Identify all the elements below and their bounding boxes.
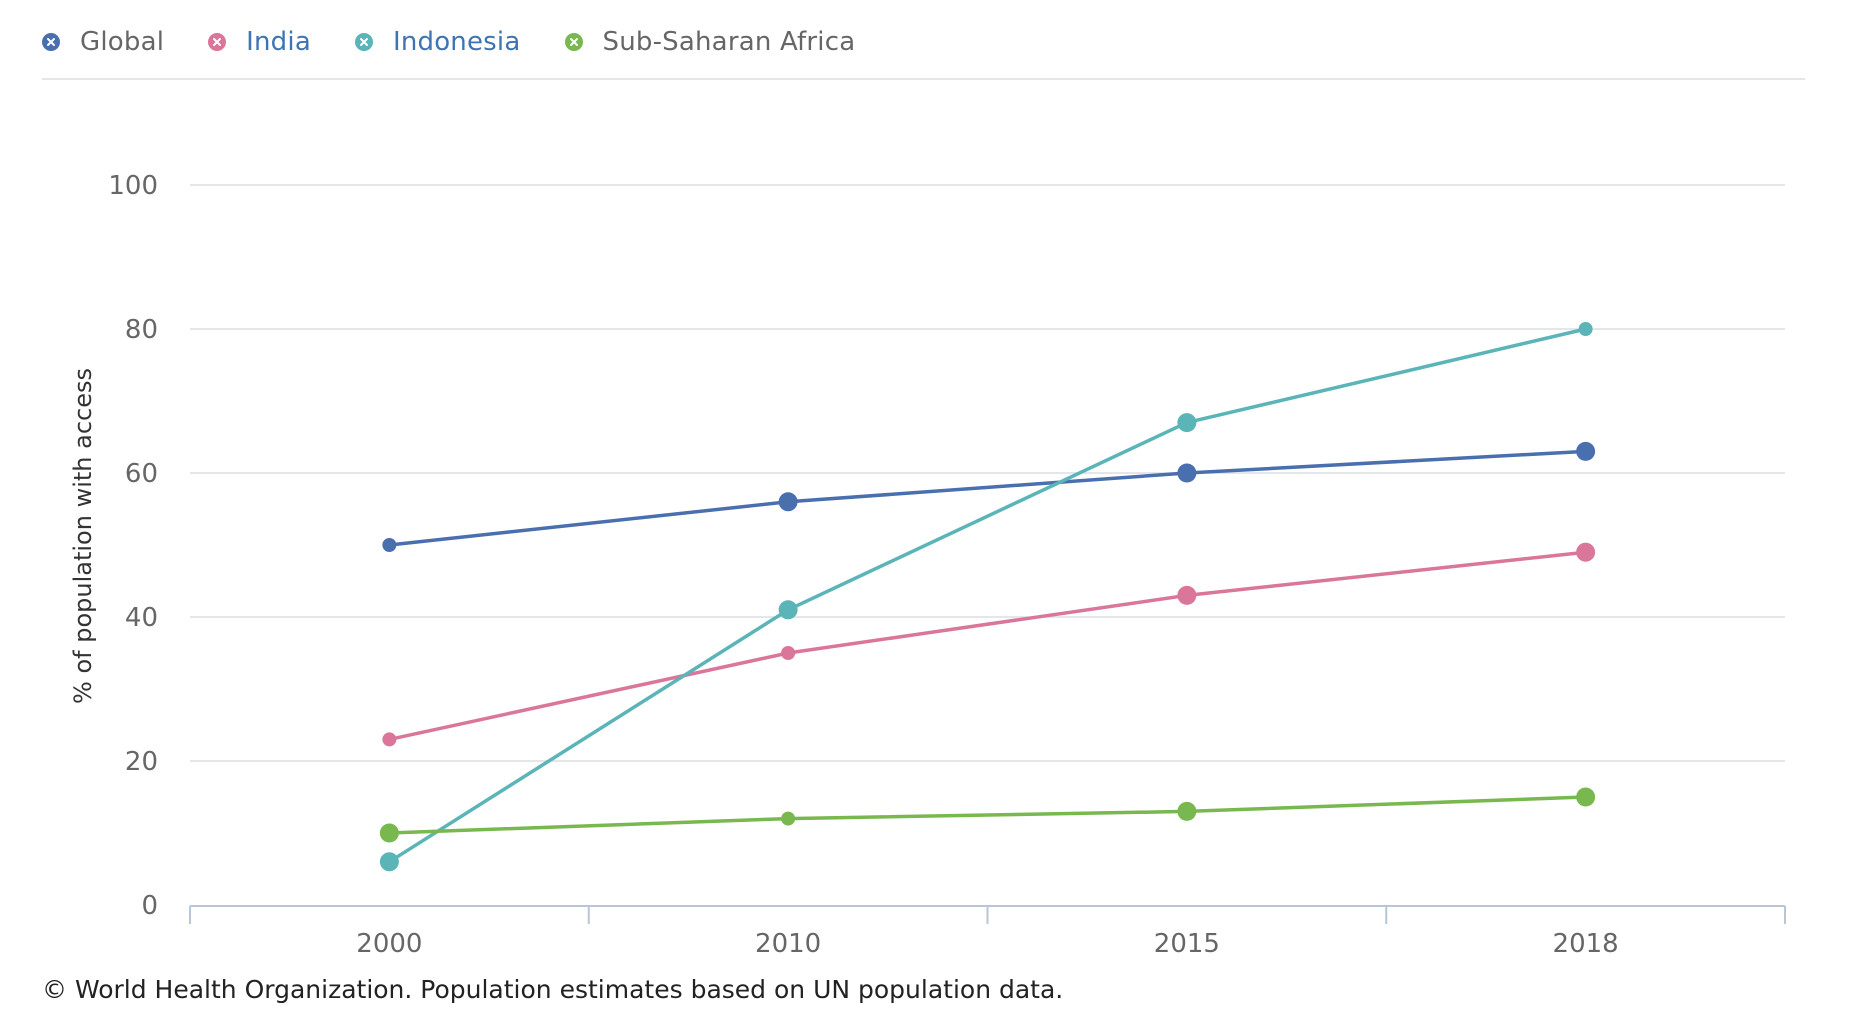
- footer-credit: © World Health Organization. Population …: [42, 975, 1064, 1004]
- data-point-indonesia: [778, 600, 798, 620]
- y-tick-label: 0: [141, 891, 158, 921]
- legend-item-global[interactable]: Global: [42, 27, 164, 57]
- legend: Global India Indonesia Sub-Saharan Afric…: [42, 18, 899, 66]
- legend-marker-icon: [42, 33, 60, 51]
- legend-marker-icon: [564, 33, 583, 51]
- data-point-global: [1177, 463, 1197, 483]
- legend-item-sub-saharan-africa[interactable]: Sub-Saharan Africa: [564, 27, 856, 57]
- y-tick-label: 60: [125, 459, 158, 489]
- legend-label-sub-saharan-africa: Sub-Saharan Africa: [602, 27, 856, 57]
- series-line-india: [389, 550, 1586, 742]
- y-tick-label: 80: [125, 315, 158, 345]
- x-tick-label: 2015: [1154, 929, 1220, 959]
- data-point-sub-saharan-africa: [379, 823, 399, 843]
- data-point-sub-saharan-africa: [1576, 787, 1596, 807]
- data-point-global: [778, 492, 798, 512]
- legend-label-indonesia: Indonesia: [392, 27, 521, 57]
- legend-divider: [42, 78, 1805, 80]
- legend-label-india: India: [246, 27, 311, 57]
- data-point-india: [781, 646, 796, 660]
- x-tick-label: 2000: [356, 929, 422, 959]
- data-point-india: [1177, 585, 1197, 605]
- data-point-global: [1576, 441, 1596, 461]
- legend-item-indonesia[interactable]: Indonesia: [354, 27, 521, 57]
- y-axis-title: % of population with access: [69, 368, 97, 704]
- legend-item-india[interactable]: India: [208, 27, 311, 57]
- data-point-india: [1576, 542, 1596, 562]
- y-tick-label: 20: [125, 747, 158, 777]
- data-point-indonesia: [1578, 322, 1593, 336]
- x-tick-label: 2010: [755, 929, 821, 959]
- legend-marker-icon: [354, 33, 373, 51]
- x-tick-label: 2018: [1553, 929, 1619, 959]
- data-point-sub-saharan-africa: [781, 811, 796, 826]
- data-point-indonesia: [379, 852, 399, 872]
- series-line-sub-saharan-africa: [389, 795, 1586, 835]
- data-point-india: [382, 732, 397, 747]
- data-point-sub-saharan-africa: [1177, 801, 1197, 821]
- legend-marker-icon: [208, 33, 227, 51]
- data-point-global: [382, 538, 397, 552]
- series-line-indonesia: [388, 327, 1587, 864]
- y-tick-label: 100: [108, 171, 158, 201]
- y-tick-label: 40: [125, 603, 158, 633]
- series-line-global: [389, 449, 1586, 547]
- line-chart: 0 20 40 60 80 100 2000 2010 2015 2018 % of populat…: [69, 171, 1786, 959]
- data-point-indonesia: [1177, 413, 1197, 433]
- legend-label-global: Global: [80, 27, 165, 57]
